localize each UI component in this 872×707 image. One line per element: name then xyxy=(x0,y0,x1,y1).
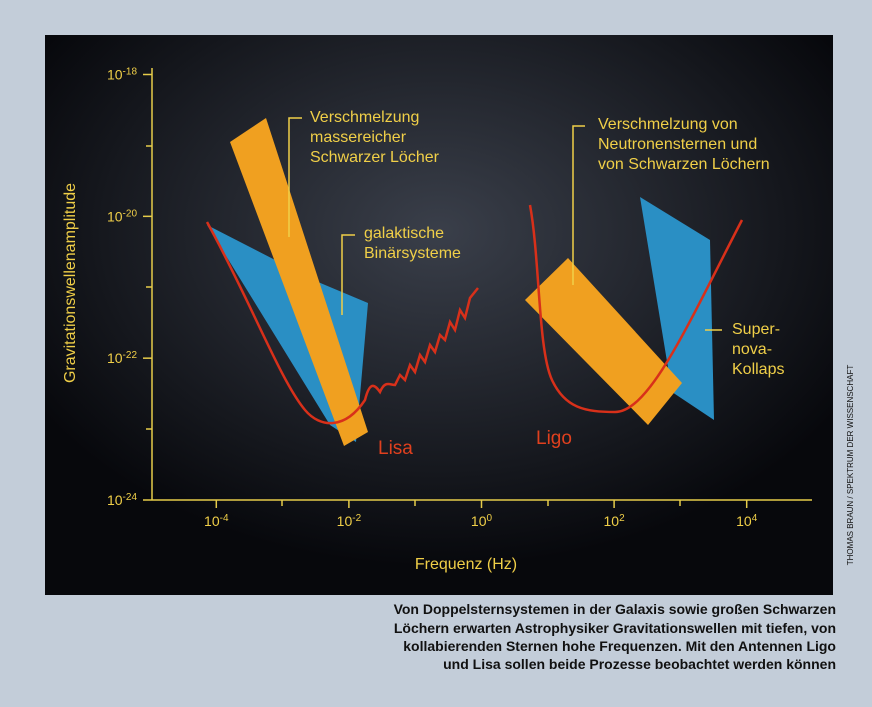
x-tick-label-base: 10 xyxy=(471,513,487,529)
x-tick-label-base: 10 xyxy=(337,513,353,529)
x-tick-label-exponent: 0 xyxy=(487,513,493,524)
caption-line: Von Doppelsternsystemen in der Galaxis s… xyxy=(394,601,836,617)
y-tick-label: 10-22 xyxy=(107,350,137,367)
lisa-label: Lisa xyxy=(378,438,413,459)
annotation-neutron: Verschmelzung von Neutronensternen und von… xyxy=(598,116,770,173)
massive-merger-band xyxy=(230,118,368,446)
annotation-supernova: Super-nova-Kollaps xyxy=(732,321,784,378)
y-axis-label: Gravitationswellenamplitude xyxy=(62,183,79,383)
lisa-curve xyxy=(205,221,479,425)
y-tick-label-exponent: -22 xyxy=(123,350,138,361)
x-tick-label: 104 xyxy=(736,513,758,530)
y-tick-label-base: 10 xyxy=(107,492,123,508)
annotation-leaders xyxy=(288,117,722,331)
caption-line: Löchern erwarten Astrophysiker Gravitati… xyxy=(394,620,836,636)
x-tick-label-base: 10 xyxy=(204,513,220,529)
y-tick-label-base: 10 xyxy=(107,67,123,83)
y-tick-label: 10-20 xyxy=(107,208,137,225)
x-tick-label-exponent: 4 xyxy=(752,513,758,524)
y-tick-label-exponent: -20 xyxy=(123,208,138,219)
x-tick-label: 10-4 xyxy=(204,513,229,530)
x-axis-label: Frequenz (Hz) xyxy=(415,556,517,573)
x-tick-label: 102 xyxy=(604,513,626,530)
neutron-merger-band xyxy=(525,258,682,425)
annotation-massive: Verschmelzung massereicher Schwarzer Löche… xyxy=(310,109,440,166)
plot: Verschmelzung massereicher Schwarzer Löche… xyxy=(62,66,812,573)
supernova-region xyxy=(640,197,714,420)
caption: Von Doppelsternsystemen in der Galaxis s… xyxy=(394,601,836,672)
x-tick-label-base: 10 xyxy=(736,513,752,529)
x-tick-label-exponent: -2 xyxy=(352,513,361,524)
credit: THOMAS BRAUN / SPEKTRUM DER WISSENSCHAFT xyxy=(846,365,855,566)
caption-line: und Lisa sollen beide Prozesse beobachte… xyxy=(443,656,836,672)
y-tick-label-exponent: -24 xyxy=(123,492,138,503)
ligo-curve xyxy=(528,204,744,414)
ligo-label: Ligo xyxy=(536,428,572,449)
x-tick-label-exponent: 2 xyxy=(619,513,625,524)
y-tick-label-base: 10 xyxy=(107,208,123,224)
y-tick-label-base: 10 xyxy=(107,350,123,366)
x-tick-label: 100 xyxy=(471,513,493,530)
minor-ticks xyxy=(146,145,681,506)
annotation-binary: galaktische Binärsysteme xyxy=(364,225,461,262)
y-tick-label: 10-18 xyxy=(107,66,137,83)
y-tick-label: 10-24 xyxy=(107,492,137,509)
caption-line: kollabierenden Sternen hohe Frequenzen. … xyxy=(403,638,836,654)
x-tick-label: 10-2 xyxy=(337,513,362,530)
x-tick-label-base: 10 xyxy=(604,513,620,529)
y-tick-label-exponent: -18 xyxy=(123,66,138,77)
x-tick-label-exponent: -4 xyxy=(220,513,229,524)
